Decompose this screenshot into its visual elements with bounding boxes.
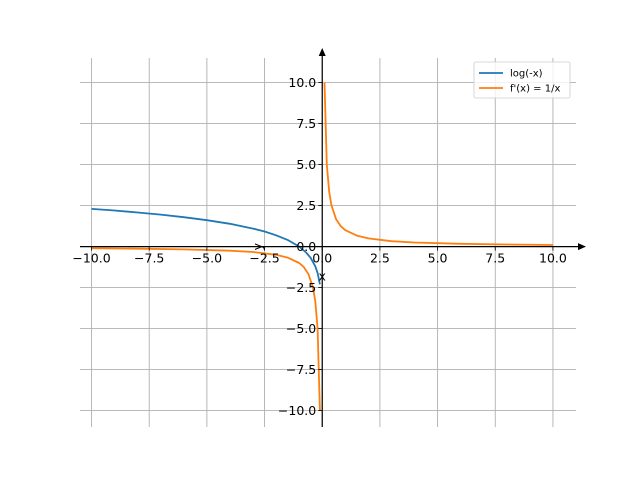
x-tick-label: 2.5	[370, 251, 390, 266]
y-tick-label: −2.5	[286, 280, 316, 295]
y-tick-label: −5.0	[286, 321, 316, 336]
x-tick-label: −7.5	[134, 251, 164, 266]
series-line-reciprocal	[91, 247, 321, 411]
axes	[80, 48, 586, 427]
legend-entry: log(-x)	[510, 69, 543, 80]
legend: log(-x) f'(x) = 1/x	[473, 61, 571, 99]
y-tick-label: −10.0	[278, 403, 316, 418]
y-tick-label: −7.5	[286, 362, 316, 377]
x-tick-label: 0.0	[312, 251, 332, 266]
tick-labels: −10.0 −7.5 −5.0 −2.5 0.0 2.5 5.0 7.5 10.0 −10.0 −7…	[72, 75, 567, 418]
y-axis-arrow-icon	[318, 48, 326, 56]
series-line-log-neg-x	[91, 208, 321, 285]
x-tick-label: 7.5	[485, 251, 505, 266]
x-tick-label: 10.0	[539, 251, 567, 266]
legend-entry: f'(x) = 1/x	[510, 84, 560, 95]
x-tick-label: −5.0	[192, 251, 222, 266]
y-tick-label: 0.0	[296, 239, 316, 254]
x-tick-label: 5.0	[428, 251, 448, 266]
y-tick-label: 7.5	[296, 116, 316, 131]
series-line-reciprocal	[323, 82, 553, 246]
x-tick-label: −10.0	[72, 251, 110, 266]
x-axis-arrow-icon	[578, 243, 586, 251]
series-layer	[91, 82, 553, 411]
y-axis-label: y	[250, 242, 265, 250]
grid	[80, 58, 576, 427]
legend-box	[473, 61, 571, 99]
y-tick-label: 5.0	[296, 157, 316, 172]
x-axis-label: x	[319, 269, 326, 284]
y-tick-label: 2.5	[296, 198, 316, 213]
y-tick-label: 10.0	[288, 75, 316, 90]
x-tick-label: −2.5	[249, 251, 279, 266]
